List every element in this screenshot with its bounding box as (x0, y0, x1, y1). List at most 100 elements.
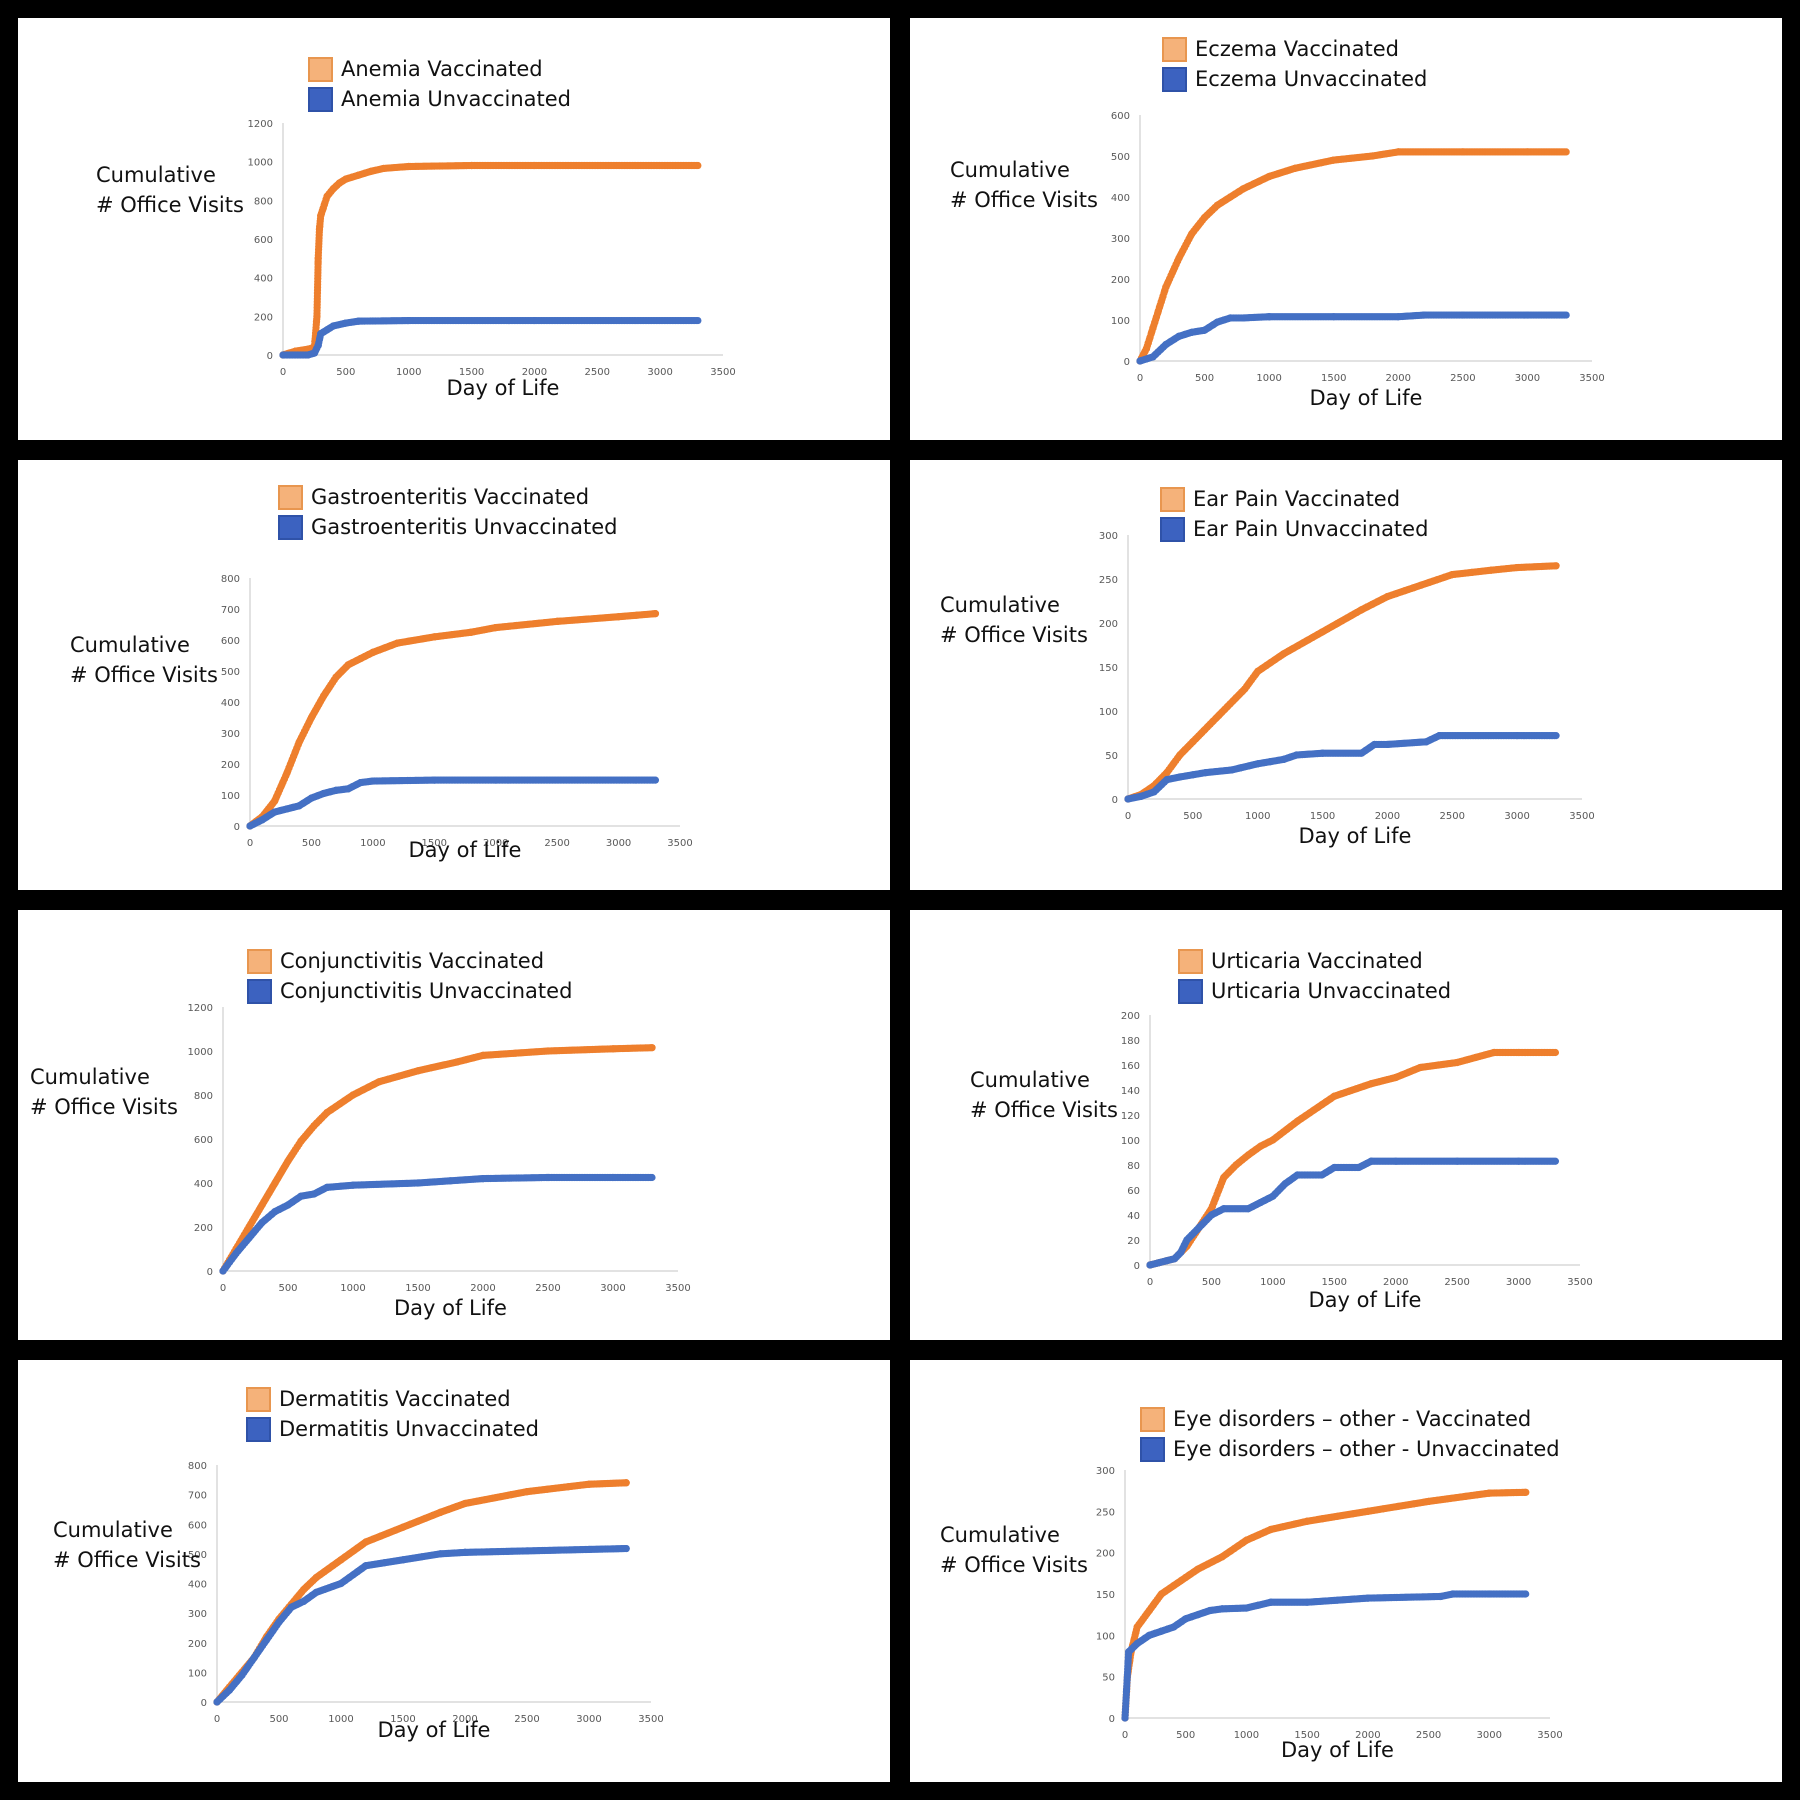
chart-panel-dermatitis: 0 100 200 300 400 500 600 700 800 0 500 1000 1500 200… (18, 1360, 890, 1782)
data-point (304, 351, 312, 359)
data-point (270, 808, 279, 816)
data-point (553, 617, 561, 625)
y-tick-label: 50 (1105, 751, 1118, 762)
data-point (1137, 792, 1145, 800)
legend-label: Conjunctivitis Unvaccinated (280, 979, 573, 1003)
chart-panel-gastroenteritis: 0 100 200 300 400 500 600 700 800 0 500 1000 1500 200… (18, 460, 890, 890)
x-tick-label: 2000 (1355, 1730, 1380, 1741)
y-axis-title-line2: # Office Visits (53, 1548, 201, 1572)
data-point (533, 619, 541, 628)
legend-label: Ear Pain Vaccinated (1193, 487, 1401, 511)
data-point (1375, 1078, 1383, 1086)
y-tick-label: 0 (1109, 1714, 1115, 1725)
x-tick-label: 2000 (522, 367, 547, 378)
data-point (385, 1075, 393, 1083)
data-point (523, 1547, 531, 1555)
data-point (648, 1173, 656, 1182)
data-point (1220, 1205, 1228, 1213)
legend-swatch (1162, 66, 1187, 92)
y-axis-title: Cumulative # Office Visits (96, 160, 244, 220)
data-point (436, 1508, 444, 1516)
legend-item-vaccinated: Anemia Vaccinated (308, 54, 571, 84)
legend-item-unvaccinated: Ear Pain Unvaccinated (1160, 514, 1428, 544)
legend-item-vaccinated: Urticaria Vaccinated (1178, 946, 1451, 976)
data-point (1392, 1073, 1400, 1082)
data-point (1163, 776, 1171, 784)
data-point (430, 776, 438, 784)
data-point (320, 789, 328, 798)
data-point (1202, 769, 1210, 777)
x-axis-title: Day of Life (1298, 824, 1412, 848)
data-point (1383, 740, 1392, 749)
data-point (1435, 732, 1443, 740)
x-tick-label: 1000 (340, 1283, 365, 1294)
data-point (1360, 1082, 1368, 1090)
data-point (414, 1517, 422, 1525)
x-tick-label: 0 (1125, 811, 1131, 822)
chart-panel-ear-pain: 0 50 100 150 200 250 300 0 500 1000 1500 2000 2500 30… (910, 460, 1782, 890)
data-point (544, 1485, 552, 1493)
y-tick-label: 180 (1121, 1036, 1140, 1047)
data-point (1293, 751, 1301, 759)
data-point (1330, 156, 1338, 164)
data-point (530, 316, 539, 325)
x-tick-label: 3000 (1477, 1730, 1502, 1741)
data-point (332, 786, 340, 794)
y-tick-label: 20 (1127, 1236, 1140, 1247)
y-axis-title-line1: Cumulative (96, 163, 216, 187)
y-tick-label: 600 (254, 235, 273, 246)
data-point (1236, 764, 1245, 772)
data-point (1175, 332, 1183, 340)
data-point (369, 648, 377, 656)
data-point (429, 1511, 437, 1519)
data-point (476, 1496, 485, 1505)
data-point (354, 171, 363, 179)
x-tick-label: 500 (1202, 1277, 1221, 1288)
data-point (384, 1529, 392, 1537)
legend-label: Eczema Unvaccinated (1195, 67, 1428, 91)
data-point (354, 317, 363, 325)
x-tick-label: 0 (214, 1714, 220, 1725)
x-axis-title: Day of Life (377, 1718, 491, 1742)
x-tick-label: 2500 (535, 1283, 560, 1294)
data-point (1552, 562, 1560, 570)
data-point (1435, 1061, 1443, 1069)
y-tick-label: 0 (201, 1698, 207, 1709)
data-point (523, 1488, 531, 1496)
data-point (279, 351, 287, 359)
legend-item-vaccinated: Eczema Vaccinated (1162, 34, 1427, 64)
data-point (375, 646, 383, 654)
chart-panel-anemia: 0 200 400 600 800 1000 1200 0 500 1000 1500 2000 250… (18, 18, 890, 440)
legend-swatch (247, 978, 272, 1004)
data-point (1401, 587, 1409, 595)
data-point (1459, 148, 1467, 156)
data-point (479, 626, 488, 634)
data-point (297, 1192, 305, 1200)
y-axis-title-line1: Cumulative (970, 1068, 1090, 1092)
series-unvaccinated (219, 1173, 656, 1275)
data-point (1274, 170, 1282, 178)
legend-item-vaccinated: Dermatitis Vaccinated (246, 1384, 539, 1414)
x-tick-label: 2500 (1440, 811, 1465, 822)
data-point (375, 1078, 383, 1086)
x-tick-label: 3000 (647, 367, 672, 378)
y-tick-label: 200 (1099, 619, 1118, 630)
data-point (1468, 568, 1476, 576)
x-tick-label: 2500 (1450, 373, 1475, 384)
y-tick-label: 0 (1134, 1261, 1140, 1272)
y-tick-label: 150 (1099, 663, 1118, 674)
x-tick-label: 1500 (1322, 1277, 1347, 1288)
x-axis-title: Day of Life (394, 1296, 507, 1320)
series-vaccinated (1121, 1488, 1530, 1722)
data-point (453, 1058, 461, 1066)
y-tick-label: 300 (221, 729, 240, 740)
data-point (1392, 1157, 1400, 1165)
data-point (622, 1479, 630, 1487)
data-point (1181, 330, 1189, 338)
data-point (462, 1056, 470, 1064)
x-tick-label: 2500 (1416, 1730, 1441, 1741)
data-point (511, 1049, 520, 1057)
data-point (1398, 1071, 1406, 1079)
legend: Ear Pain Vaccinated Ear Pain Unvaccinated (1160, 484, 1428, 544)
series-unvaccinated (213, 1544, 630, 1706)
